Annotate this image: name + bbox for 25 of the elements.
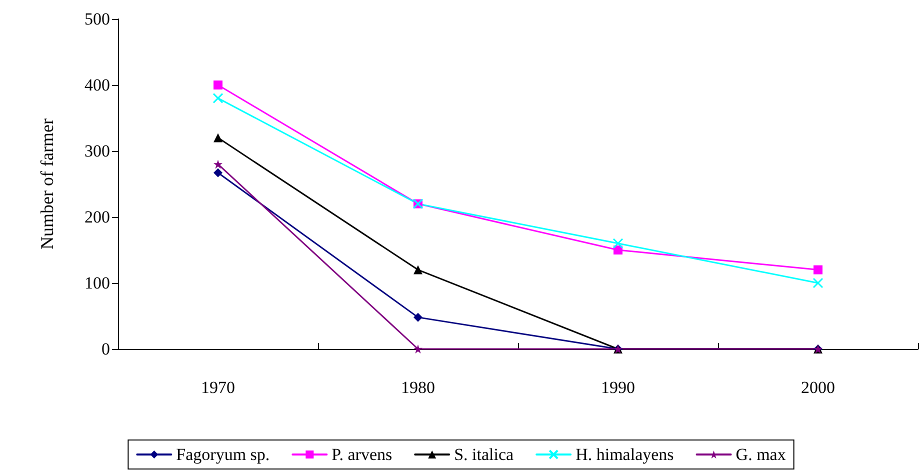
x-tick-label: 2000 xyxy=(801,378,835,397)
y-tick-label: 500 xyxy=(84,10,110,28)
y-tick-label: 400 xyxy=(84,76,110,94)
y-axis-title: Number of farmer xyxy=(37,118,57,250)
point xyxy=(414,312,422,322)
y-tick-label: 200 xyxy=(84,208,110,226)
point xyxy=(212,92,224,104)
point xyxy=(812,278,824,288)
point xyxy=(214,80,222,90)
y-tick-label: 100 xyxy=(84,274,110,292)
y-tick-label: 300 xyxy=(84,142,110,160)
point xyxy=(814,265,822,274)
legend-label: P. arvens xyxy=(332,445,392,464)
legend-label: Fagoryum sp. xyxy=(176,445,270,464)
y-tick-label: 0 xyxy=(102,340,110,358)
x-tick-label: 1990 xyxy=(601,378,635,397)
x-tick-label: 1980 xyxy=(401,378,435,397)
point xyxy=(214,168,222,178)
legend-label: G. max xyxy=(736,445,786,464)
x-tick-label: 1970 xyxy=(201,378,235,397)
legend-label: H. himalayens xyxy=(576,445,674,464)
point xyxy=(414,344,422,354)
point xyxy=(612,238,624,249)
point xyxy=(214,160,222,169)
legend-label: S. italica xyxy=(454,445,514,464)
